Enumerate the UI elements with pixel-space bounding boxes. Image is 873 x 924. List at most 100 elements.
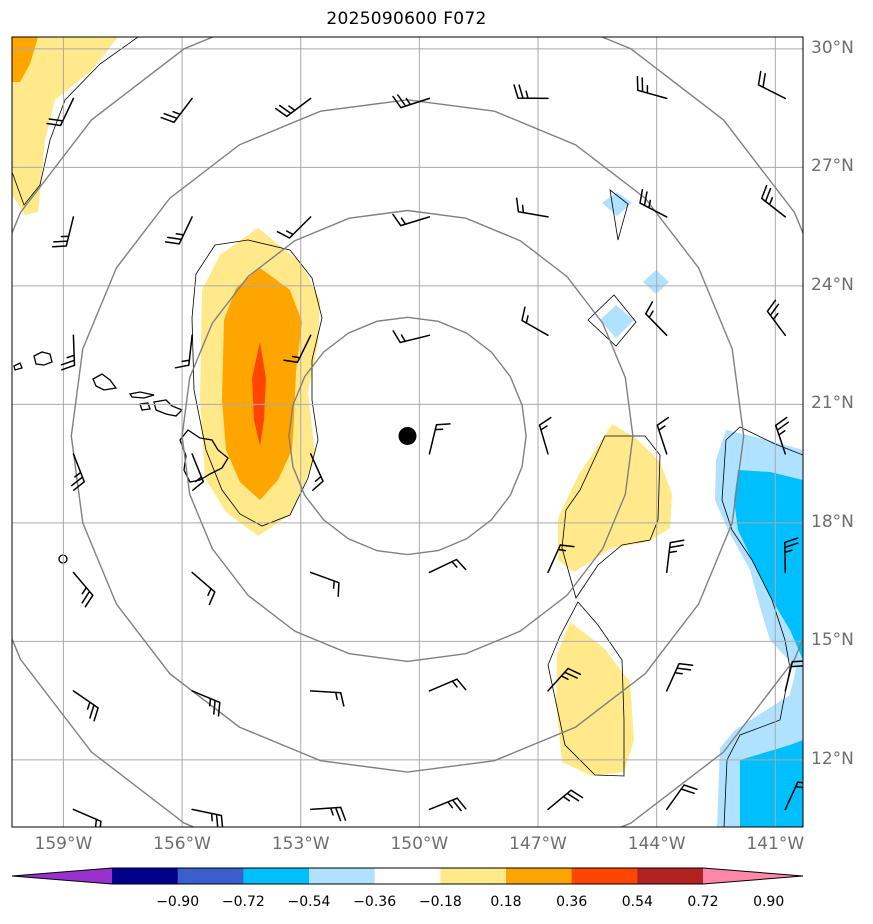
colorbar-segment bbox=[506, 868, 573, 884]
longitude-label: 147°W bbox=[509, 834, 567, 854]
latitude-label: 30°N bbox=[811, 37, 854, 58]
wind-barb bbox=[547, 667, 582, 692]
range-rings bbox=[12, 37, 803, 827]
wind-barb bbox=[428, 678, 467, 692]
storm-center-marker bbox=[398, 426, 417, 445]
wind-barb bbox=[46, 97, 75, 127]
wind-barb bbox=[60, 334, 76, 371]
colorbar-segment bbox=[374, 868, 441, 884]
colorbar-extend-high bbox=[703, 868, 803, 884]
wind-barb bbox=[160, 97, 193, 124]
longitude-label: 150°W bbox=[390, 834, 449, 854]
colorbar-segment bbox=[177, 868, 244, 884]
colorbar-extend-low bbox=[12, 868, 112, 884]
colorbar-segment bbox=[440, 868, 507, 884]
map-frame bbox=[11, 36, 804, 828]
colorbar-segment bbox=[309, 868, 376, 884]
contour-line bbox=[587, 294, 637, 347]
latitude-label: 27°N bbox=[811, 156, 854, 177]
strong-negative-anomaly-area bbox=[734, 470, 803, 660]
wind-barb bbox=[283, 334, 312, 364]
contour-line bbox=[547, 601, 625, 777]
contour-line bbox=[561, 435, 661, 599]
colorbar-segment bbox=[243, 868, 310, 884]
negative-anomaly-area bbox=[643, 270, 669, 294]
wind-barb bbox=[72, 808, 102, 827]
longitude-label: 144°W bbox=[627, 834, 686, 854]
wind-barb bbox=[428, 423, 451, 455]
wind-barb bbox=[392, 213, 431, 227]
range-ring bbox=[70, 99, 745, 773]
colorbar-segment bbox=[637, 868, 704, 884]
negative-anomaly-area bbox=[600, 305, 634, 338]
positive-anomaly-area bbox=[558, 424, 672, 572]
wind-barb bbox=[538, 416, 552, 455]
colorbar-tick-label: −0.72 bbox=[221, 894, 265, 910]
colorbar-tick-label: 0.72 bbox=[687, 894, 719, 910]
island-maui bbox=[153, 399, 184, 417]
wind-barb bbox=[71, 453, 86, 491]
wind-barb bbox=[636, 75, 668, 100]
wind-barb bbox=[191, 690, 221, 717]
peak-anomaly-area bbox=[252, 342, 266, 446]
colorbar-tick-label: 0.36 bbox=[556, 894, 588, 910]
colorbar-segment bbox=[112, 868, 179, 884]
wind-barb bbox=[428, 558, 467, 574]
colorbar-tick-label: 0.18 bbox=[490, 894, 522, 910]
longitude-label: 159°W bbox=[34, 834, 93, 854]
island-oahu bbox=[92, 373, 118, 391]
longitude-label: 141°W bbox=[746, 834, 805, 854]
colorbar-tick-label: 0.54 bbox=[621, 894, 653, 910]
range-ring bbox=[12, 37, 803, 827]
wind-barb bbox=[309, 571, 340, 598]
colorbar-segment bbox=[571, 868, 638, 884]
colorbar-tick-label: −0.18 bbox=[418, 894, 462, 910]
wind-barb bbox=[757, 70, 787, 100]
wind-barb bbox=[665, 662, 694, 692]
island-kauai bbox=[33, 351, 53, 366]
wind-barb bbox=[428, 797, 467, 812]
wind-barb bbox=[174, 334, 193, 369]
colorbar-tick-label: −0.54 bbox=[287, 894, 331, 910]
latitude-label: 21°N bbox=[811, 393, 854, 414]
negative-anomaly-area bbox=[602, 192, 632, 216]
range-ring bbox=[288, 316, 527, 556]
island-lanai bbox=[139, 402, 151, 411]
wind-barb bbox=[766, 299, 787, 337]
wind-barb bbox=[309, 806, 347, 822]
colorbar-tick-label: 0.90 bbox=[753, 894, 785, 910]
wind-barb bbox=[547, 789, 584, 811]
latitude-label: 24°N bbox=[811, 274, 854, 295]
wind-barb bbox=[164, 216, 193, 245]
wind-barb bbox=[513, 84, 549, 100]
contour-line bbox=[721, 426, 803, 827]
hawaiian-islands-coastline bbox=[13, 351, 229, 564]
shaded-anomaly-field bbox=[12, 37, 803, 827]
positive-anomaly-area bbox=[556, 622, 634, 776]
island-niihau bbox=[13, 362, 23, 371]
longitude-label: 156°W bbox=[153, 834, 211, 854]
wind-barb bbox=[191, 808, 224, 827]
colorbar bbox=[11, 867, 804, 885]
wind-barb bbox=[784, 537, 799, 574]
wind-barb bbox=[760, 184, 787, 218]
contour-line bbox=[191, 239, 323, 527]
longitude-label: 153°W bbox=[271, 834, 330, 854]
wind-barb bbox=[191, 571, 216, 606]
island-big-island bbox=[179, 429, 229, 483]
wind-barb bbox=[665, 784, 698, 811]
wind-barb bbox=[665, 539, 685, 574]
island-molokai bbox=[128, 391, 155, 399]
wind-barb bbox=[309, 690, 345, 707]
strong-positive-anomaly-area bbox=[12, 37, 38, 82]
colorbar-outline bbox=[11, 867, 804, 885]
wind-barb bbox=[392, 330, 431, 344]
contour-lines bbox=[12, 37, 803, 827]
latitude-label: 18°N bbox=[811, 511, 854, 532]
wind-barb bbox=[191, 453, 205, 491]
latitude-label: 12°N bbox=[811, 748, 854, 769]
wind-barb bbox=[276, 216, 312, 239]
wind-barbs bbox=[46, 70, 803, 827]
positive-anomaly-area bbox=[12, 37, 118, 215]
